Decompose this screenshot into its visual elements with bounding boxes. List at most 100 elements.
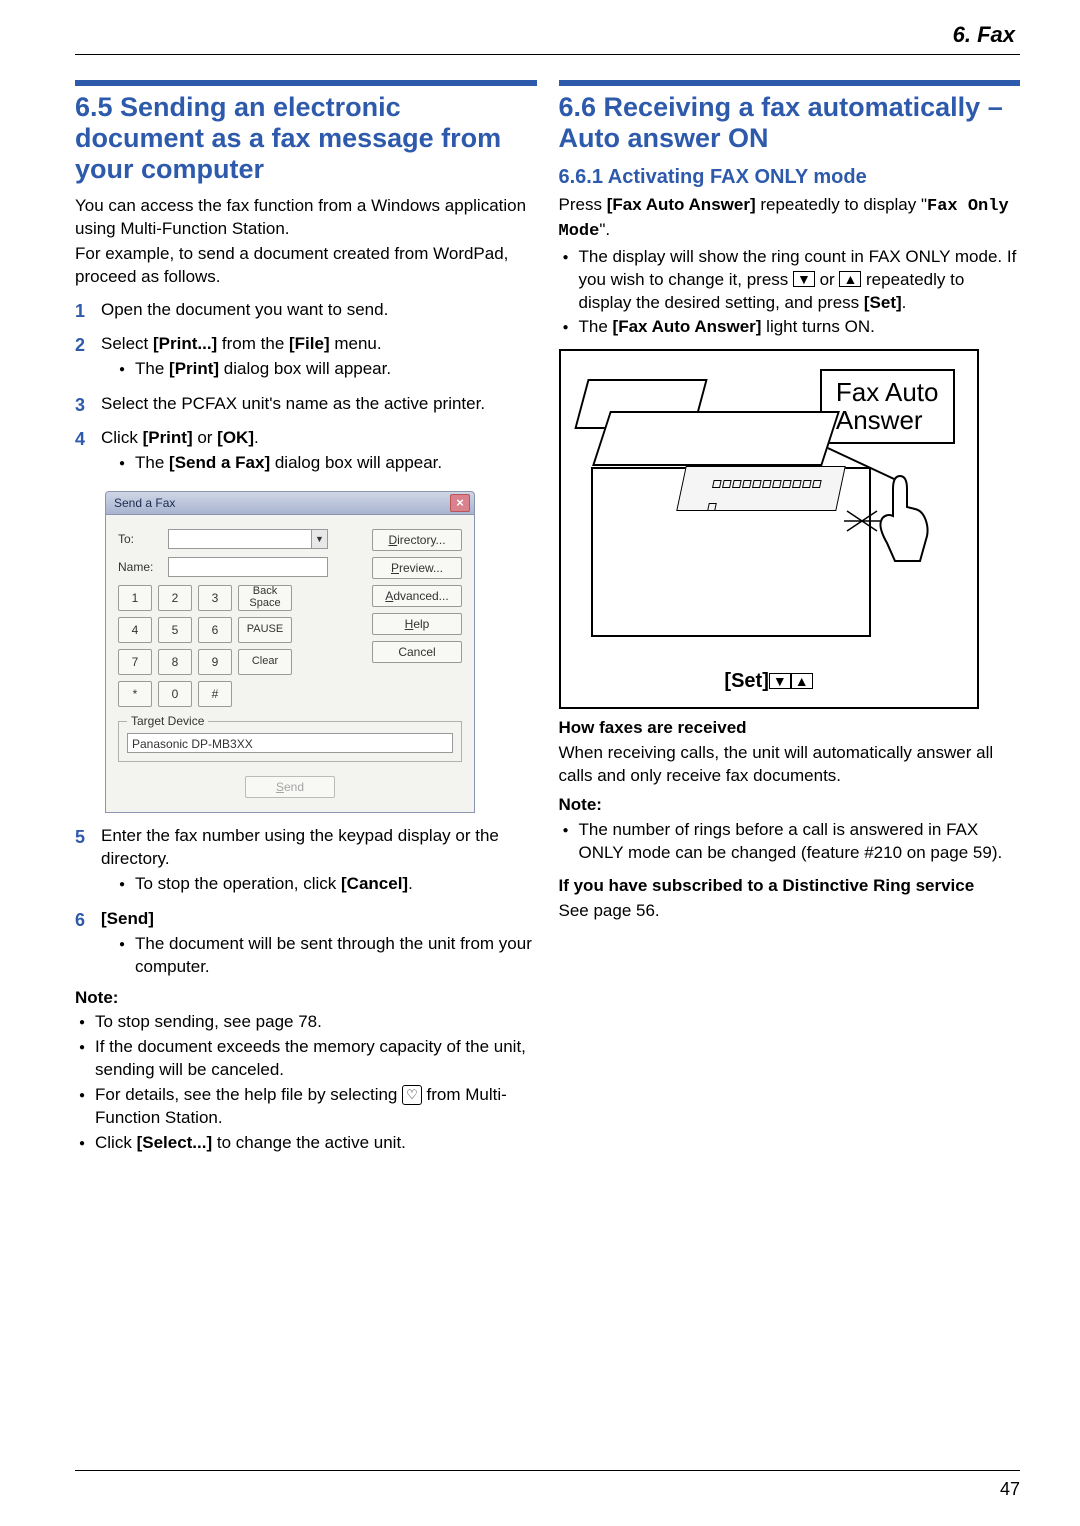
t: or: [193, 428, 218, 447]
step-2: 2 Select [Print...] from the [File] menu…: [75, 333, 537, 383]
key-pause[interactable]: PAUSE: [238, 617, 292, 643]
key-backspace[interactable]: BackSpace: [238, 585, 292, 611]
key-star[interactable]: *: [118, 681, 152, 707]
t: menu.: [330, 334, 382, 353]
how-faxes-text: When receiving calls, the unit will auto…: [559, 742, 1021, 788]
file-key: [File]: [289, 334, 330, 353]
preview-button[interactable]: Preview...: [372, 557, 462, 579]
key-1[interactable]: 1: [118, 585, 152, 611]
section-bar: [559, 80, 1021, 86]
device-select[interactable]: Panasonic DP-MB3XX: [127, 733, 453, 753]
left-column: 6.5 Sending an electronic document as a …: [75, 80, 537, 1157]
select-key: [Select...]: [137, 1133, 213, 1152]
columns: 6.5 Sending an electronic document as a …: [75, 80, 1020, 1157]
up-icon: ▲: [839, 271, 861, 287]
step-num: 6: [75, 908, 101, 981]
t: Enter the fax number using the keypad di…: [101, 826, 499, 868]
dialog-main: To: ▼ Name: 1 2 3 BackSpace: [118, 529, 462, 707]
key-9[interactable]: 9: [198, 649, 232, 675]
t: Click: [95, 1133, 137, 1152]
sub-item: To stop the operation, click [Cancel].: [119, 873, 537, 896]
note-item: The number of rings before a call is ans…: [563, 819, 1021, 865]
set-key: [Set]: [864, 293, 902, 312]
sub-item: The [Print] dialog box will appear.: [119, 358, 537, 381]
key-7[interactable]: 7: [118, 649, 152, 675]
cancel-button[interactable]: Cancel: [372, 641, 462, 663]
page-number: 47: [1000, 1477, 1020, 1501]
p1: Press [Fax Auto Answer] repeatedly to di…: [559, 194, 1021, 244]
key-8[interactable]: 8: [158, 649, 192, 675]
key-6[interactable]: 6: [198, 617, 232, 643]
key-0[interactable]: 0: [158, 681, 192, 707]
step-4: 4 Click [Print] or [OK]. The [Send a Fax…: [75, 427, 537, 477]
close-icon[interactable]: ×: [450, 494, 470, 512]
keypad: 1 2 3 BackSpace 4 5 6 PAUSE 7 8 9: [118, 585, 348, 707]
sub-item: The [Send a Fax] dialog box will appear.: [119, 452, 537, 475]
printer-keys: [707, 473, 823, 503]
send-button[interactable]: Send: [245, 776, 335, 798]
step-1: 1 Open the document you want to send.: [75, 299, 537, 323]
cancel-key: [Cancel]: [341, 874, 408, 893]
key-3[interactable]: 3: [198, 585, 232, 611]
t: .: [408, 874, 413, 893]
step-5: 5 Enter the fax number using the keypad …: [75, 825, 537, 898]
step-3: 3 Select the PCFAX unit's name as the ac…: [75, 393, 537, 417]
directory-button[interactable]: Directory...: [372, 529, 462, 551]
step-num: 4: [75, 427, 101, 477]
step-num: 2: [75, 333, 101, 383]
print-key: [Print]: [169, 359, 219, 378]
section-6-6-title: 6.6 Receiving a fax automatically – Auto…: [559, 92, 1021, 154]
note-label: Note:: [75, 987, 537, 1010]
t: For details, see the help file by select…: [95, 1085, 402, 1104]
bullet-item: The [Fax Auto Answer] light turns ON.: [563, 316, 1021, 339]
t: The: [135, 453, 169, 472]
send-key: [Send]: [101, 909, 154, 928]
t: The: [579, 317, 613, 336]
step-body: [Send] The document will be sent through…: [101, 908, 537, 981]
name-input[interactable]: [168, 557, 328, 577]
sub: The [Send a Fax] dialog box will appear.: [101, 452, 537, 475]
dialog-title: Send a Fax: [114, 495, 450, 511]
t: dialog box will appear.: [270, 453, 442, 472]
t: .: [254, 428, 259, 447]
dialog-titlebar: Send a Fax ×: [105, 491, 475, 515]
sub: The document will be sent through the un…: [101, 933, 537, 979]
header-rule: [75, 54, 1020, 55]
note-item: For details, see the help file by select…: [79, 1084, 537, 1130]
key-4[interactable]: 4: [118, 617, 152, 643]
ok-key: [OK]: [217, 428, 254, 447]
sendfax-key: [Send a Fax]: [169, 453, 270, 472]
dialog-body: To: ▼ Name: 1 2 3 BackSpace: [105, 515, 475, 813]
key-2[interactable]: 2: [158, 585, 192, 611]
step-num: 3: [75, 393, 101, 417]
fieldset-legend: Target Device: [127, 713, 208, 729]
t: or: [815, 270, 840, 289]
advanced-button[interactable]: Advanced...: [372, 585, 462, 607]
t: dialog box will appear.: [219, 359, 391, 378]
t: from the: [217, 334, 289, 353]
step-body: Click [Print] or [OK]. The [Send a Fax] …: [101, 427, 537, 477]
t: ".: [599, 220, 610, 239]
t: Click: [101, 428, 143, 447]
help-button[interactable]: Help: [372, 613, 462, 635]
note-item: If the document exceeds the memory capac…: [79, 1036, 537, 1082]
to-combo[interactable]: ▼: [168, 529, 328, 549]
t: light turns ON.: [761, 317, 874, 336]
fax-illustration: Fax Auto Answer [Set]▼▲: [559, 349, 979, 709]
how-faxes-heading: How faxes are received: [559, 717, 1021, 740]
down-icon: ▼: [793, 271, 815, 287]
key-hash[interactable]: #: [198, 681, 232, 707]
right-column: 6.6 Receiving a fax automatically – Auto…: [559, 80, 1021, 1157]
t: .: [902, 293, 907, 312]
key-5[interactable]: 5: [158, 617, 192, 643]
chevron-down-icon[interactable]: ▼: [311, 530, 327, 548]
t: repeatedly to display ": [756, 195, 927, 214]
callout-label: Fax Auto Answer: [820, 369, 955, 444]
t: to change the active unit.: [212, 1133, 406, 1152]
step-body: Enter the fax number using the keypad di…: [101, 825, 537, 898]
illus-caption: [Set]▼▲: [561, 668, 977, 695]
send-row: Send: [118, 776, 462, 798]
key-clear[interactable]: Clear: [238, 649, 292, 675]
press-burst-icon: [842, 506, 882, 543]
sub-item: The document will be sent through the un…: [119, 933, 537, 979]
